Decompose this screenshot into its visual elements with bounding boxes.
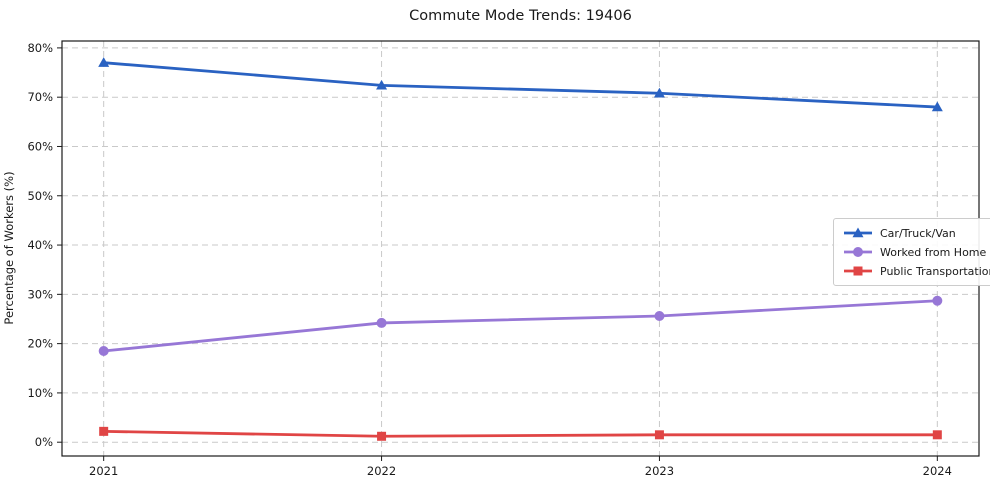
marker-worked-from-home-2021 [98, 346, 109, 357]
x-tick-label: 2022 [367, 464, 396, 478]
y-tick-label: 80% [27, 41, 53, 55]
y-tick-label: 20% [27, 337, 53, 351]
legend-marker [852, 227, 864, 238]
marker-car-truck-van-2024 [931, 101, 943, 112]
legend-sample-square-icon [844, 266, 872, 276]
chart-title: Commute Mode Trends: 19406 [409, 8, 632, 24]
y-tick-label: 0% [35, 435, 53, 449]
y-tick-label: 50% [27, 189, 53, 203]
y-tick-label: 30% [27, 287, 53, 301]
legend-label: Worked from Home [880, 245, 987, 259]
legend: Car/Truck/Van Worked from Home Public Tran… [833, 218, 990, 286]
marker-worked-from-home-2024 [932, 295, 943, 306]
legend-label: Public Transportation [880, 264, 990, 278]
marker-car-truck-van-2023 [653, 87, 665, 98]
marker-car-truck-van-2021 [98, 57, 110, 67]
legend-sample-circle-icon [844, 247, 872, 257]
legend-item: Public Transportation [843, 264, 990, 278]
marker-worked-from-home-2023 [654, 311, 665, 322]
marker-public-transportation-2023 [654, 430, 664, 440]
marker-public-transportation-2021 [99, 426, 109, 436]
y-tick-label: 70% [27, 90, 53, 104]
x-tick-label: 2023 [645, 464, 674, 478]
legend-sample-triangle-icon [844, 227, 872, 238]
marker-car-truck-van-2022 [376, 79, 388, 90]
x-tick-label: 2024 [923, 464, 952, 478]
marker-worked-from-home-2022 [376, 317, 387, 328]
y-tick-label: 40% [27, 238, 53, 252]
series-line-car-truck-van [102, 61, 939, 109]
y-tick-label: 60% [27, 139, 53, 153]
marker-public-transportation-2022 [377, 431, 387, 441]
legend-marker [853, 247, 863, 257]
series-line-public-transportation [102, 429, 939, 438]
legend-item: Car/Truck/Van [843, 226, 990, 240]
legend-item: Worked from Home [843, 245, 990, 259]
x-tick-label: 2021 [89, 464, 118, 478]
legend-marker [853, 266, 863, 276]
legend-label: Car/Truck/Van [880, 226, 956, 240]
y-tick-label: 10% [27, 386, 53, 400]
series-line-worked-from-home [102, 299, 939, 353]
marker-public-transportation-2024 [932, 430, 942, 440]
